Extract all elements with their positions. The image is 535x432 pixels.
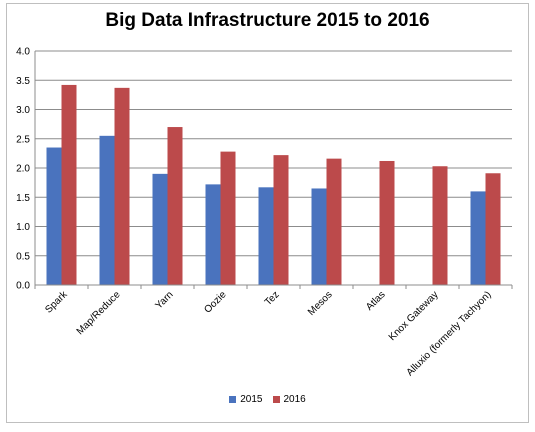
- legend-swatch-2016: [272, 396, 280, 403]
- bar-2015: [46, 147, 62, 285]
- bar-2016: [273, 155, 289, 285]
- x-tick-label: Oozie: [202, 289, 229, 316]
- legend-swatch-2015: [229, 396, 237, 403]
- bar-2016: [379, 160, 395, 285]
- bar-2016: [432, 166, 448, 285]
- y-tick-label: 2.5: [16, 134, 30, 145]
- y-tick-label: 2.0: [16, 164, 30, 175]
- bar-2015: [470, 191, 486, 285]
- x-tick-label: Mesos: [306, 289, 335, 318]
- y-tick-label: 0.5: [16, 251, 30, 262]
- bar-2015: [205, 184, 221, 285]
- bar-2016: [326, 158, 342, 285]
- y-tick-label: 4.0: [16, 47, 30, 58]
- x-tick-label: Knox Gateway: [387, 289, 441, 343]
- x-tick-label: Map/Reduce: [75, 289, 123, 337]
- bar-2015: [311, 188, 327, 285]
- legend-label-2015: 2015: [240, 394, 263, 405]
- bar-2016: [220, 151, 236, 285]
- bar-2016: [485, 173, 501, 285]
- bar-2016: [167, 127, 183, 285]
- x-tick-label: Atlas: [364, 289, 388, 313]
- x-tick-label: Yarn: [153, 289, 175, 311]
- x-tick-label: Tez: [263, 289, 282, 308]
- y-tick-label: 0.0: [16, 281, 30, 292]
- legend-item-2015: 2015: [229, 394, 263, 405]
- y-tick-label: 1.0: [16, 222, 30, 233]
- bar-2016: [114, 87, 130, 285]
- chart-title: Big Data Infrastructure 2015 to 2016: [105, 10, 430, 31]
- bar-2016: [61, 84, 77, 286]
- x-tick-label: Alluxio (formerly Tachyon): [405, 289, 494, 378]
- bar-2015: [258, 187, 274, 285]
- x-tick-label: Spark: [43, 289, 70, 316]
- bar-2015: [99, 135, 115, 285]
- legend-label-2016: 2016: [283, 394, 306, 405]
- y-tick-label: 1.5: [16, 193, 30, 204]
- y-tick-label: 3.5: [16, 76, 30, 87]
- legend-item-2016: 2016: [272, 394, 306, 405]
- y-tick-label: 3.0: [16, 105, 30, 116]
- legend: 2015 2016: [0, 394, 535, 405]
- bar-2015: [152, 173, 168, 285]
